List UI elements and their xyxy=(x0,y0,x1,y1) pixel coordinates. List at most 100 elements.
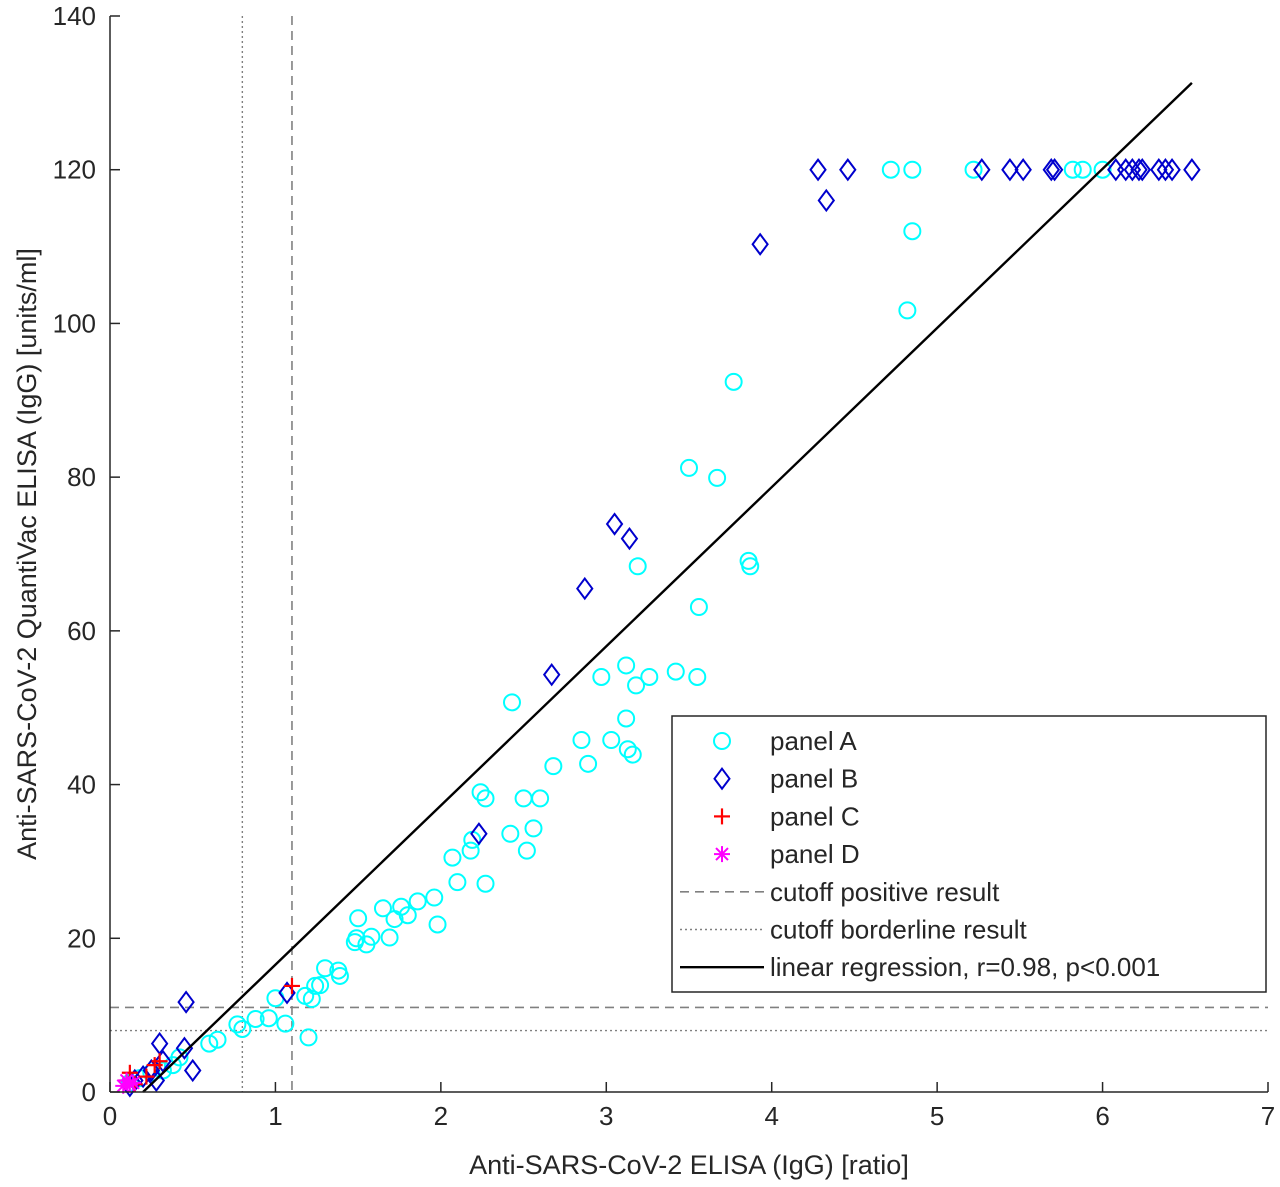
data-point xyxy=(1001,158,1019,182)
data-point xyxy=(666,662,685,681)
data-point xyxy=(177,990,195,1014)
data-point xyxy=(311,976,330,995)
y-axis-label: Anti-SARS-CoV-2 QuantiVac ELISA (IgG) [u… xyxy=(12,248,42,860)
data-point xyxy=(299,1028,318,1047)
y-tick-label: 140 xyxy=(53,1,96,31)
data-point xyxy=(302,990,321,1009)
data-point xyxy=(628,557,647,576)
data-point xyxy=(542,662,561,687)
legend-label: panel D xyxy=(770,839,860,869)
data-point xyxy=(443,848,462,867)
data-point xyxy=(517,841,536,860)
legend-box xyxy=(671,715,1267,993)
x-tick-label: 6 xyxy=(1095,1101,1109,1131)
data-point xyxy=(898,301,917,320)
y-tick-label: 120 xyxy=(53,155,96,185)
data-point xyxy=(544,757,563,776)
data-point xyxy=(903,222,922,241)
x-ticks: 0 1 2 3 4 5 6 7 xyxy=(103,1082,1275,1131)
legend-label: panel A xyxy=(770,726,857,756)
data-point xyxy=(1063,160,1082,179)
legend-entry: panel C xyxy=(714,801,860,831)
data-point xyxy=(175,1036,194,1060)
data-point xyxy=(724,372,743,391)
data-point xyxy=(1073,160,1092,179)
data-point xyxy=(208,1030,227,1049)
data-point xyxy=(680,458,698,477)
data-point xyxy=(134,1064,152,1089)
y-tick-label: 80 xyxy=(67,462,96,492)
data-point xyxy=(138,1068,155,1085)
data-point xyxy=(964,160,983,179)
data-point xyxy=(524,819,543,838)
y-tick-label: 20 xyxy=(67,923,96,953)
data-point xyxy=(349,909,368,928)
data-point xyxy=(602,730,621,749)
series-panel-B xyxy=(121,158,1201,1098)
data-point xyxy=(839,158,857,182)
y-tick-label: 60 xyxy=(67,616,96,646)
data-point xyxy=(283,977,300,994)
legend-label: linear regression, r=0.98, p<0.001 xyxy=(770,952,1160,982)
data-point xyxy=(689,598,708,617)
data-point xyxy=(623,745,642,764)
data-point xyxy=(142,1058,161,1083)
y-tick-label: 0 xyxy=(82,1077,96,1107)
data-point xyxy=(620,526,639,551)
data-point xyxy=(1045,158,1064,182)
data-point xyxy=(708,468,727,487)
data-point xyxy=(428,915,447,934)
data-point xyxy=(1093,160,1112,179)
legend-label: cutoff borderline result xyxy=(770,915,1028,945)
data-point xyxy=(1150,158,1168,182)
x-tick-label: 1 xyxy=(268,1101,282,1131)
data-point xyxy=(183,1058,202,1083)
data-point xyxy=(233,1019,252,1038)
data-point xyxy=(592,667,611,686)
data-point xyxy=(461,841,480,860)
data-point xyxy=(246,1009,265,1028)
data-point xyxy=(1116,158,1135,182)
data-point xyxy=(501,824,520,843)
data-point xyxy=(640,667,659,686)
legend-label: panel C xyxy=(770,801,860,831)
data-point xyxy=(741,557,760,576)
data-point xyxy=(817,188,836,213)
data-point xyxy=(316,959,335,978)
data-point xyxy=(688,667,707,686)
data-point xyxy=(617,656,636,675)
legend-entry: linear regression, r=0.98, p<0.001 xyxy=(680,952,1160,982)
data-point xyxy=(617,709,636,728)
x-tick-label: 2 xyxy=(434,1101,448,1131)
series-panel-A xyxy=(120,160,1112,1092)
data-point xyxy=(605,512,624,536)
legend-entry: panel B xyxy=(713,764,858,794)
y-tick-label: 40 xyxy=(67,770,96,800)
regression-line xyxy=(142,82,1193,1093)
series-panel-D xyxy=(115,1072,142,1094)
data-point xyxy=(973,158,991,182)
data-point xyxy=(1014,158,1032,182)
legend-label: panel B xyxy=(770,764,858,794)
data-markers xyxy=(115,158,1201,1098)
data-point xyxy=(200,1034,219,1053)
x-tick-label: 3 xyxy=(599,1101,613,1131)
data-point xyxy=(1042,158,1061,182)
legend-marker xyxy=(714,846,730,863)
legend-entry: cutoff borderline result xyxy=(680,915,1028,945)
data-point xyxy=(259,1009,278,1028)
y-ticks: 0 20 40 60 80 100 120 140 xyxy=(53,1,120,1107)
data-point xyxy=(531,789,550,808)
data-point xyxy=(1156,158,1175,182)
data-point xyxy=(380,928,399,947)
data-point xyxy=(276,1014,295,1033)
x-tick-label: 7 xyxy=(1261,1101,1275,1131)
data-point xyxy=(809,158,827,182)
data-point xyxy=(448,873,467,892)
data-point xyxy=(470,822,488,846)
data-point xyxy=(362,927,381,946)
legend-entry: panel A xyxy=(713,726,857,756)
data-point xyxy=(1133,158,1152,182)
data-point xyxy=(903,160,922,179)
